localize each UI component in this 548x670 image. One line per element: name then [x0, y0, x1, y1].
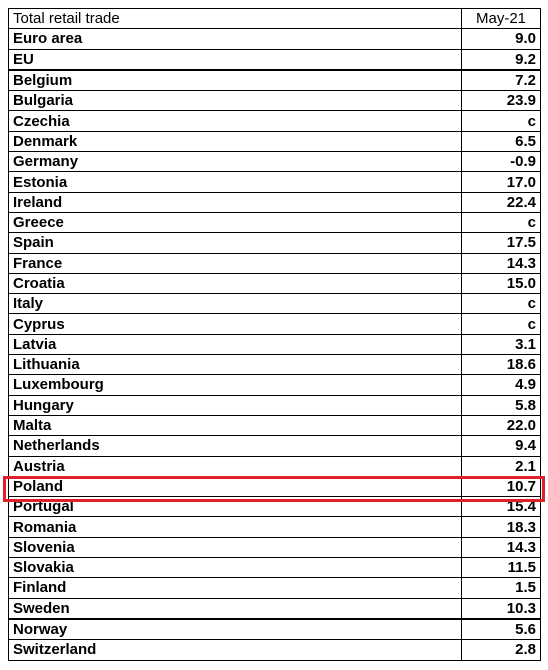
country-name: Romania [8, 516, 462, 538]
country-name: Belgium [8, 69, 462, 92]
country-name: Switzerland [8, 639, 462, 661]
header-period: May-21 [461, 7, 541, 30]
country-name: Malta [8, 414, 462, 437]
country-value: 15.4 [461, 496, 541, 518]
country-value: 11.5 [461, 557, 541, 579]
table-row: Croatia 15.0 [8, 272, 541, 295]
table-row: Latvia 3.1 [8, 333, 541, 356]
country-value: 18.3 [461, 516, 541, 538]
table-row: Portugal 15.4 [8, 496, 541, 518]
table-row: Euro area 9.0 [8, 28, 541, 50]
table-row: Germany -0.9 [8, 151, 541, 173]
table-row: EU 9.2 [8, 48, 541, 71]
country-name: Italy [8, 293, 462, 315]
country-value: 15.0 [461, 272, 541, 295]
country-name: Latvia [8, 333, 462, 356]
table-row: Spain 17.5 [8, 232, 541, 254]
country-name: Euro area [8, 28, 462, 50]
country-value: 9.4 [461, 435, 541, 457]
table-row: Romania 18.3 [8, 516, 541, 538]
country-value: 9.0 [461, 28, 541, 50]
country-value: 23.9 [461, 90, 541, 112]
table-row: France 14.3 [8, 252, 541, 274]
country-value: 10.3 [461, 597, 541, 620]
table-row: Cyprus c [8, 313, 541, 335]
country-name: Croatia [8, 272, 462, 295]
retail-trade-table: Total retail trade May-21 Euro area 9.0 EU… [8, 7, 541, 661]
country-value: 1.5 [461, 577, 541, 599]
table-row: Poland 10.7 [8, 475, 541, 498]
table-row: Greece c [8, 211, 541, 234]
table-row: Bulgaria 23.9 [8, 90, 541, 112]
country-name: Czechia [8, 110, 462, 132]
country-value: 5.8 [461, 394, 541, 416]
country-name: Greece [8, 211, 462, 234]
table-row: Hungary 5.8 [8, 394, 541, 416]
table-row: Denmark 6.5 [8, 130, 541, 153]
country-name: Netherlands [8, 435, 462, 457]
table-row: Switzerland 2.8 [8, 639, 541, 661]
country-value: 18.6 [461, 354, 541, 376]
country-name: Sweden [8, 597, 462, 620]
country-name: Finland [8, 577, 462, 599]
country-name: Estonia [8, 171, 462, 193]
country-name: France [8, 252, 462, 274]
country-name: Luxembourg [8, 374, 462, 396]
table-header-row: Total retail trade May-21 [8, 7, 541, 30]
table-body: Euro area 9.0 EU 9.2 Belgium 7.2 Bulgaria 23.9 C… [8, 28, 541, 661]
country-name: Norway [8, 618, 462, 641]
country-value: 10.7 [461, 475, 541, 498]
country-value: 3.1 [461, 333, 541, 356]
table-row: Belgium 7.2 [8, 69, 541, 92]
country-value: c [461, 293, 541, 315]
country-name: EU [8, 48, 462, 71]
country-value: 22.4 [461, 191, 541, 213]
table-row: Slovakia 11.5 [8, 557, 541, 579]
country-value: 7.2 [461, 69, 541, 92]
country-name: Lithuania [8, 354, 462, 376]
country-name: Hungary [8, 394, 462, 416]
country-name: Germany [8, 151, 462, 173]
country-value: -0.9 [461, 151, 541, 173]
table-row: Czechia c [8, 110, 541, 132]
country-name: Spain [8, 232, 462, 254]
table-row: Luxembourg 4.9 [8, 374, 541, 396]
table-row: Lithuania 18.6 [8, 354, 541, 376]
country-value: 2.1 [461, 455, 541, 477]
country-value: 2.8 [461, 639, 541, 661]
country-name: Cyprus [8, 313, 462, 335]
table-row: Slovenia 14.3 [8, 536, 541, 559]
country-name: Slovenia [8, 536, 462, 559]
table-row: Italy c [8, 293, 541, 315]
country-value: 14.3 [461, 252, 541, 274]
country-value: 17.5 [461, 232, 541, 254]
header-label: Total retail trade [8, 7, 462, 30]
country-value: c [461, 211, 541, 234]
country-name: Portugal [8, 496, 462, 518]
table-row: Estonia 17.0 [8, 171, 541, 193]
country-value: 5.6 [461, 618, 541, 641]
country-name: Poland [8, 475, 462, 498]
table-row: Netherlands 9.4 [8, 435, 541, 457]
country-name: Bulgaria [8, 90, 462, 112]
table-row: Austria 2.1 [8, 455, 541, 477]
country-value: c [461, 313, 541, 335]
country-name: Ireland [8, 191, 462, 213]
country-name: Denmark [8, 130, 462, 153]
table-row: Ireland 22.4 [8, 191, 541, 213]
country-name: Austria [8, 455, 462, 477]
country-name: Slovakia [8, 557, 462, 579]
table-row: Sweden 10.3 [8, 597, 541, 620]
country-value: 4.9 [461, 374, 541, 396]
country-value: 6.5 [461, 130, 541, 153]
country-value: 9.2 [461, 48, 541, 71]
country-value: 22.0 [461, 414, 541, 437]
country-value: c [461, 110, 541, 132]
table-row: Norway 5.6 [8, 618, 541, 641]
table-row: Finland 1.5 [8, 577, 541, 599]
country-value: 17.0 [461, 171, 541, 193]
country-value: 14.3 [461, 536, 541, 559]
table-row: Malta 22.0 [8, 414, 541, 437]
